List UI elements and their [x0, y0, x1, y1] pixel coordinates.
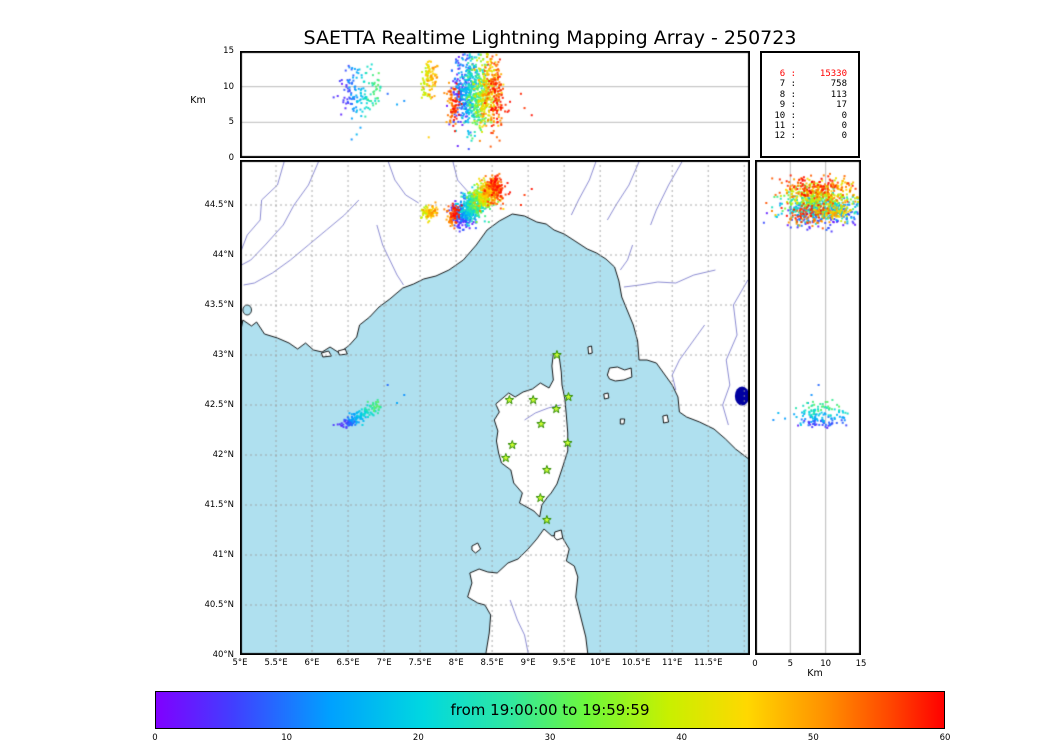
station-count-rows: 6 : 15330 7 : 758 8 : 113 9 : 17 10 : 0 11 : 0 12 : 0 — [762, 69, 858, 142]
colorbar-time-range-label: from 19:00:00 to 19:59:59 — [450, 701, 650, 719]
map-longitude-tick-label: 9°E — [520, 658, 536, 668]
source-count: 0 — [841, 121, 847, 132]
map-longitude-tick-label: 6°E — [304, 658, 320, 668]
map-panel — [240, 160, 750, 655]
map-latitude-tick-label: 41.5°N — [204, 500, 234, 510]
map-longitude-tick-label: 8.5°E — [480, 658, 504, 668]
altitude-axis-tick-label: 5 — [228, 117, 234, 128]
map-longitude-tick-label: 8°E — [448, 658, 464, 668]
station-count-stats-panel: 6 : 15330 7 : 758 8 : 113 9 : 17 10 : 0 11 : 0 12 : 0 — [760, 51, 860, 158]
map-latitude-tick-label: 43°N — [212, 350, 234, 360]
right-altitude-tick-label: 10 — [820, 659, 832, 669]
station-count-row: 9 : 17 — [762, 100, 858, 110]
page-title: SAETTA Realtime Lightning Mapping Array … — [303, 27, 797, 49]
latitude-altitude-panel — [755, 160, 861, 655]
station-count-row: 10 : 0 — [762, 111, 858, 121]
station-number: 7 : — [779, 79, 796, 90]
map-latitude-tick-label: 42.5°N — [204, 400, 234, 410]
source-count: 0 — [841, 131, 847, 142]
map-latitude-tick-label: 43.5°N — [204, 300, 234, 310]
station-number: 9 : — [779, 100, 796, 111]
altitude-axis-unit-label: Km — [190, 95, 206, 106]
source-count: 113 — [830, 89, 847, 100]
map-longitude-tick-label: 9.5°E — [552, 658, 576, 668]
map-latitude-tick-label: 44.5°N — [204, 200, 234, 210]
map-longitude-tick-label: 10°E — [589, 658, 611, 668]
station-number: 8 : — [779, 89, 796, 100]
right-altitude-axis-unit-label: Km — [807, 668, 823, 679]
station-count-row: 7 : 758 — [762, 79, 858, 89]
altitude-axis-tick-label: 15 — [223, 46, 234, 56]
map-latitude-tick-label: 42°N — [212, 450, 234, 460]
longitude-altitude-panel — [240, 51, 750, 158]
map-latitude-tick-label: 44°N — [212, 250, 234, 260]
colorbar-tick-label: 20 — [412, 733, 424, 743]
map-longitude-tick-label: 5.5°E — [264, 658, 288, 668]
altitude-axis-tick-label: 0 — [228, 153, 234, 163]
source-count: 17 — [836, 100, 847, 111]
map-latitude-tick-label: 41°N — [212, 550, 234, 560]
station-count-row: 11 : 0 — [762, 121, 858, 131]
map-longitude-tick-label: 6.5°E — [336, 658, 360, 668]
station-number: 6 : — [779, 69, 796, 79]
source-count: 758 — [830, 79, 847, 90]
time-colorbar: from 19:00:00 to 19:59:59 — [155, 691, 945, 729]
map-latitude-tick-label: 40.5°N — [204, 600, 234, 610]
colorbar-tick-label: 10 — [281, 733, 293, 743]
station-number: 12 : — [774, 131, 796, 142]
altitude-axis-tick-label: 10 — [223, 81, 234, 92]
map-longitude-tick-label: 10.5°E — [621, 658, 651, 668]
station-count-row: 8 : 113 — [762, 90, 858, 100]
map-latitude-tick-label: 40°N — [212, 650, 234, 660]
station-number: 11 : — [774, 121, 796, 132]
station-count-row: 6 : 15330 — [762, 69, 858, 79]
map-longitude-tick-label: 7.5°E — [408, 658, 432, 668]
source-count: 15330 — [819, 69, 847, 79]
map-longitude-tick-label: 11.5°E — [693, 658, 723, 668]
colorbar-tick-label: 40 — [676, 733, 688, 743]
right-altitude-tick-label: 5 — [787, 659, 794, 669]
colorbar-tick-label: 50 — [807, 733, 819, 743]
map-longitude-tick-label: 5°E — [232, 658, 248, 668]
colorbar-tick-label: 0 — [152, 733, 158, 743]
map-longitude-tick-label: 7°E — [376, 658, 392, 668]
station-number: 10 : — [774, 110, 796, 121]
map-longitude-tick-label: 11°E — [661, 658, 683, 668]
right-altitude-tick-label: 0 — [752, 659, 758, 669]
source-count: 0 — [841, 110, 847, 121]
right-altitude-tick-label: 15 — [855, 659, 867, 669]
station-count-row: 12 : 0 — [762, 131, 858, 141]
colorbar-tick-label: 30 — [544, 733, 556, 743]
colorbar-tick-label: 60 — [939, 733, 951, 743]
